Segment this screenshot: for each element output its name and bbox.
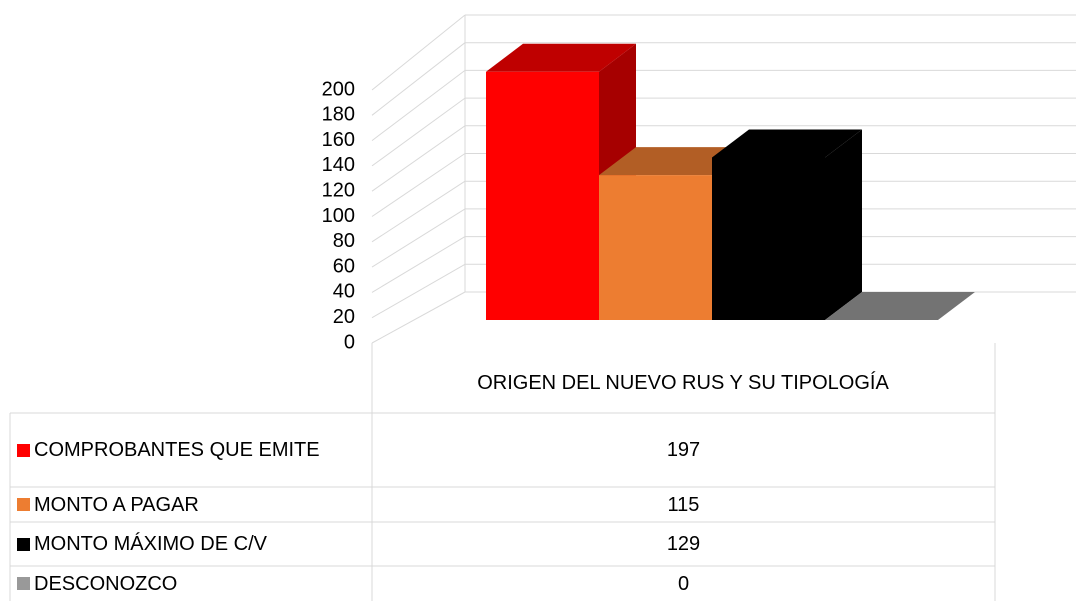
legend-label: MONTO MÁXIMO DE C/V (34, 533, 267, 555)
legend-entry: MONTO MÁXIMO DE C/V (17, 522, 367, 566)
legend-entry: MONTO A PAGAR (17, 487, 367, 522)
legend-entry: COMPROBANTES QUE EMITE (17, 413, 367, 487)
bar (599, 175, 712, 320)
legend-swatch (17, 443, 30, 457)
y-tick-label: 120 (322, 179, 355, 201)
grid-line (371, 14, 466, 91)
grid-line (371, 291, 466, 344)
legend-swatch (17, 498, 30, 511)
grid-line (371, 263, 466, 319)
y-tick-label: 100 (322, 205, 355, 227)
grid-line (371, 208, 466, 268)
y-tick-label: 40 (333, 281, 355, 303)
legend-swatch (17, 537, 30, 551)
grid-line (371, 180, 466, 243)
y-tick-label: 60 (333, 255, 355, 277)
table-value: 115 (667, 493, 700, 516)
bar-top (825, 292, 975, 320)
y-tick-label: 0 (344, 331, 355, 353)
table-header: ORIGEN DEL NUEVO RUS Y SU TIPOLOGÍA (477, 372, 889, 394)
bar-side (825, 129, 862, 320)
legend-label: MONTO A PAGAR (34, 493, 199, 516)
grid-line (371, 153, 466, 217)
legend-swatch (17, 577, 30, 590)
grid-line (371, 236, 466, 293)
grid-line (371, 97, 466, 167)
y-tick-label: 20 (333, 306, 355, 328)
y-tick-label: 200 (322, 78, 355, 100)
grid-line (371, 70, 466, 141)
y-tick-label: 140 (322, 154, 355, 176)
bar-top (712, 129, 862, 158)
y-tick-label: 80 (333, 230, 355, 252)
grid-line (371, 125, 466, 192)
bar (486, 71, 599, 320)
y-tick-label: 180 (322, 104, 355, 126)
legend-label: COMPROBANTES QUE EMITE (34, 439, 320, 461)
table-value: 0 (677, 572, 690, 595)
table-value: 197 (666, 439, 701, 461)
grid-line (371, 42, 466, 116)
table-value: 129 (666, 533, 701, 555)
y-tick-label: 160 (322, 129, 355, 151)
bar (712, 157, 825, 320)
legend-entry: DESCONOZCO (17, 566, 367, 601)
legend-label: DESCONOZCO (34, 572, 178, 595)
bar-top (486, 43, 636, 72)
bar-top (599, 147, 749, 176)
